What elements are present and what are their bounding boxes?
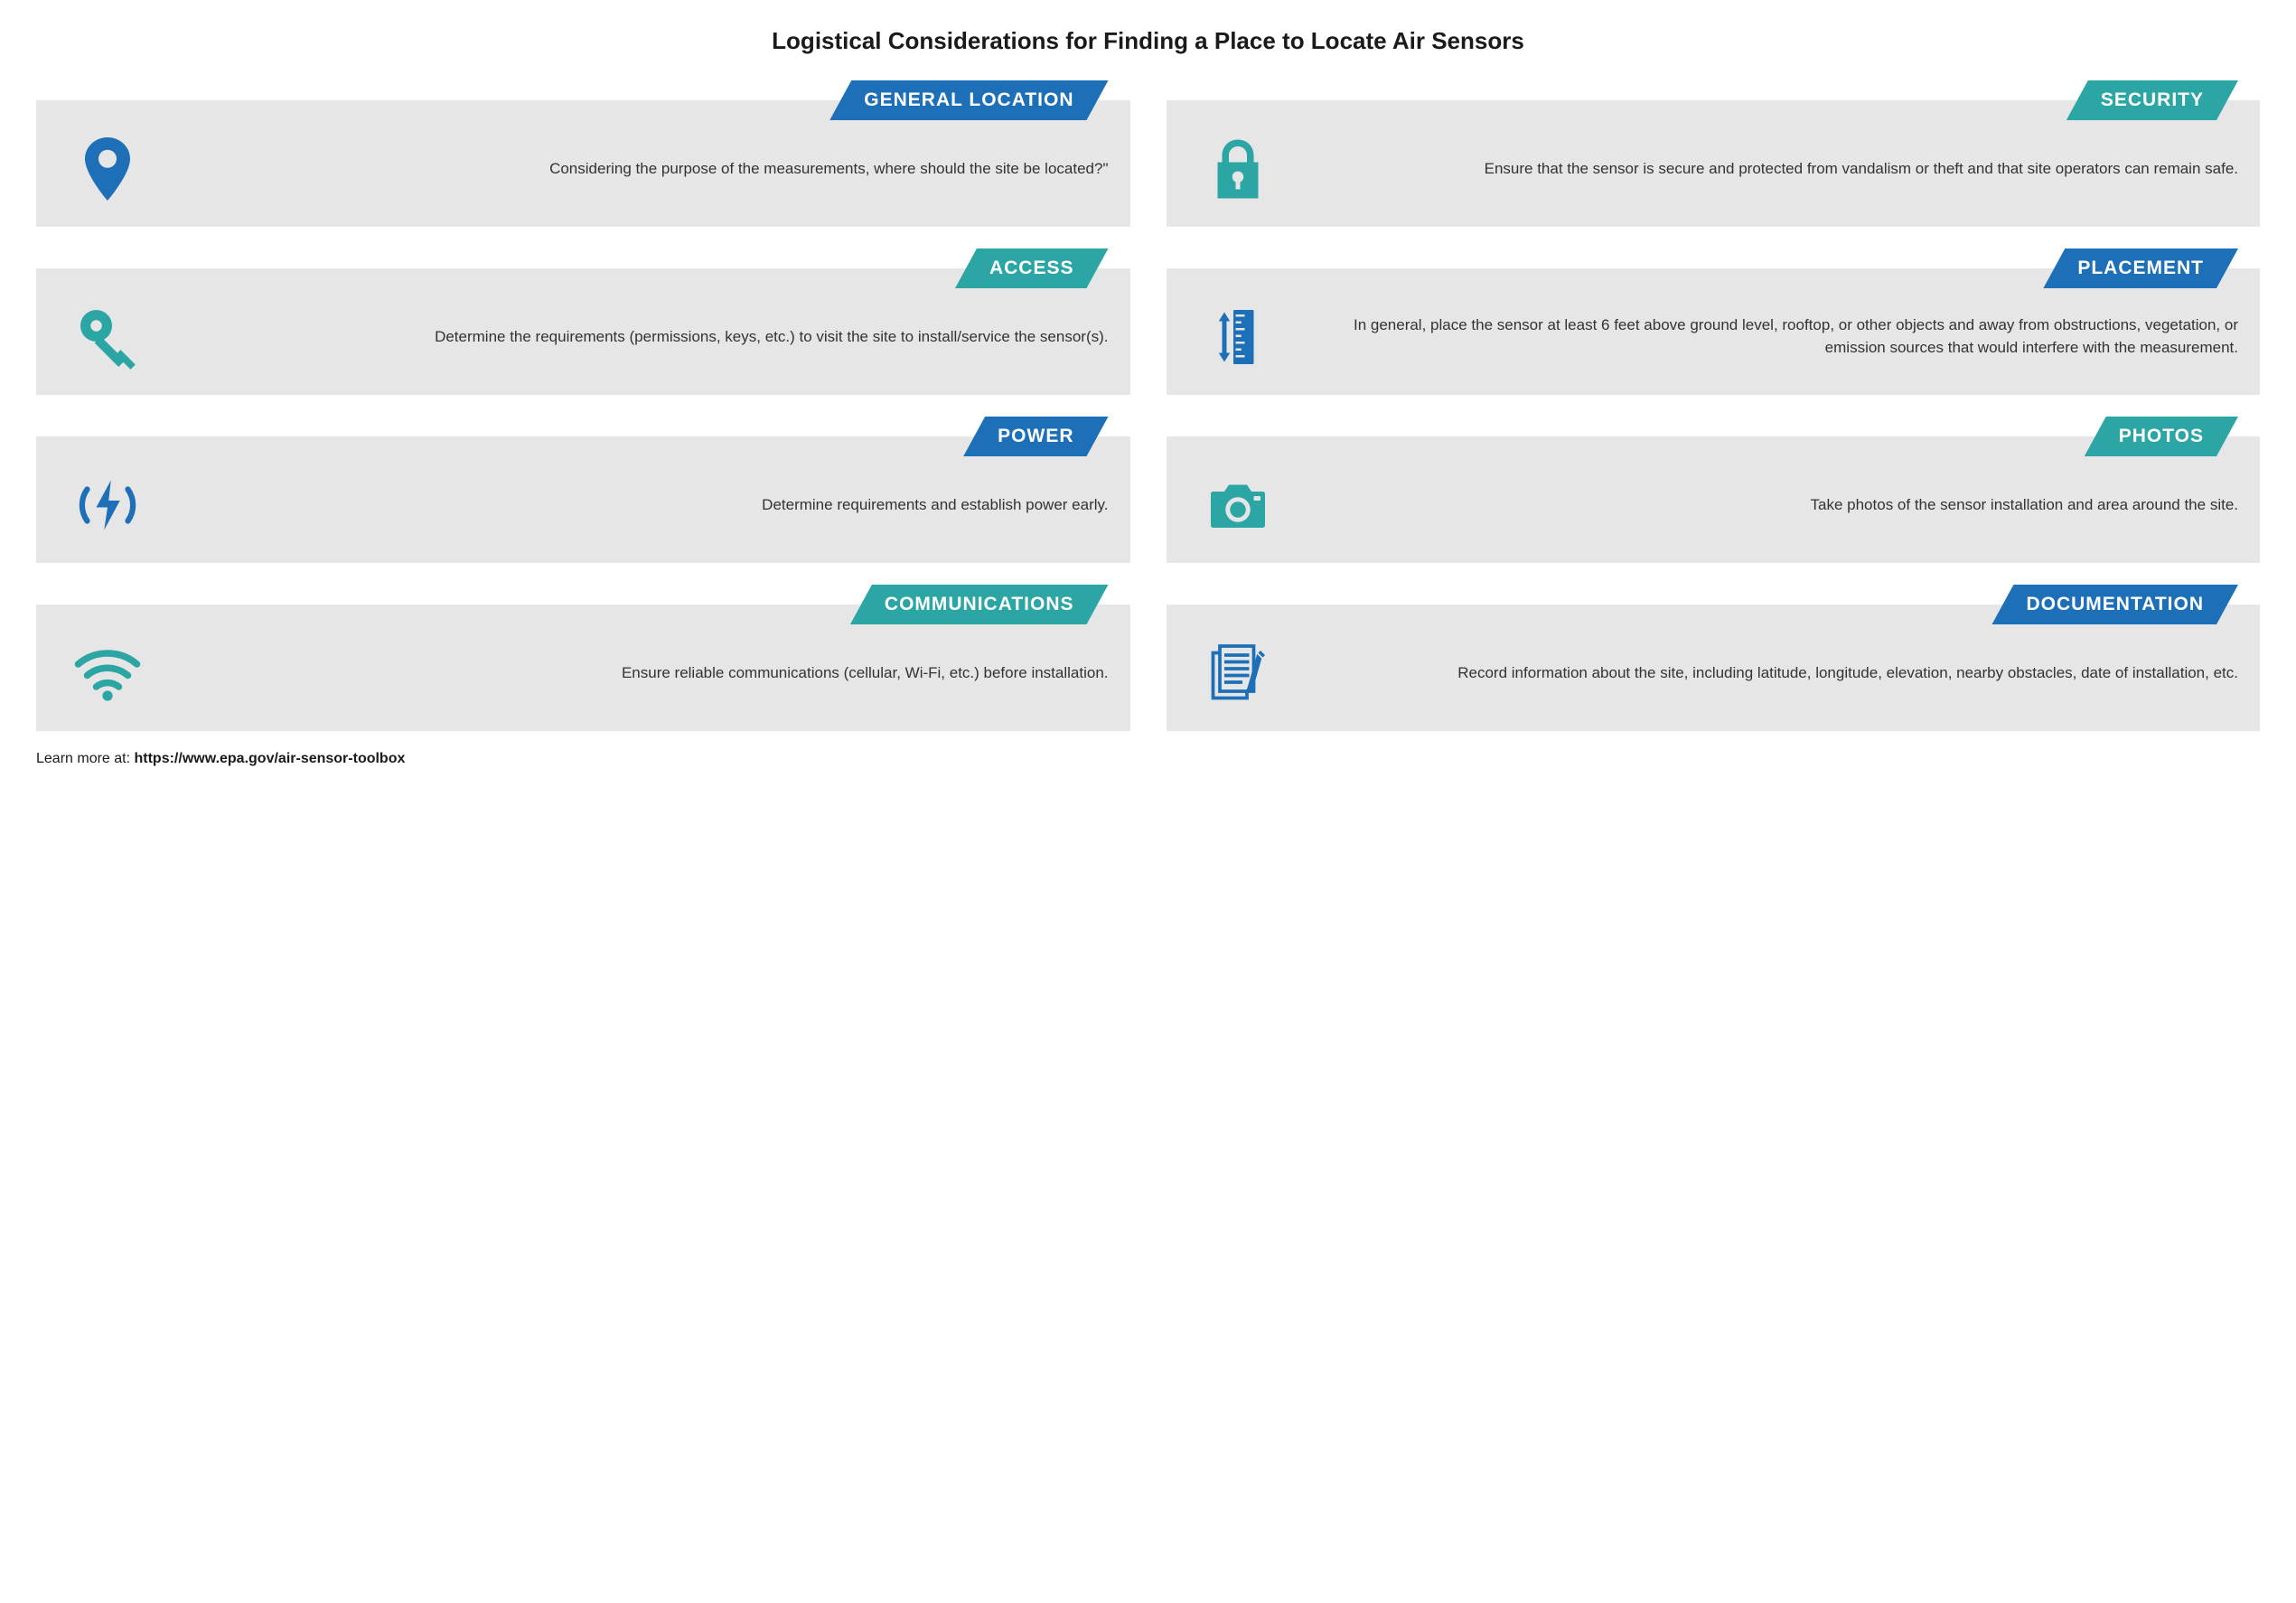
card-security: SECURITY Ensure that the sensor is secur… [1167, 80, 2261, 227]
card-communications: COMMUNICATIONS Ensure reliable communica… [36, 585, 1130, 731]
card-banner: COMMUNICATIONS [850, 585, 1109, 624]
footer: Learn more at: https://www.epa.gov/air-s… [36, 751, 2260, 767]
card-banner: ACCESS [955, 248, 1109, 288]
card-general-location: GENERAL LOCATION Considering the purpose… [36, 80, 1130, 227]
card-documentation: DOCUMENTATION Record information about t… [1167, 585, 2261, 731]
power-bolt-icon [58, 469, 157, 541]
card-banner: GENERAL LOCATION [829, 80, 1108, 120]
card-banner: PHOTOS [2085, 417, 2238, 456]
card-access: ACCESS Determine the requirements (permi… [36, 248, 1130, 395]
card-grid: GENERAL LOCATION Considering the purpose… [36, 80, 2260, 731]
card-text: Determine the requirements (permissions,… [157, 326, 1109, 349]
footer-url: https://www.epa.gov/air-sensor-toolbox [135, 751, 406, 766]
card-text: Determine requirements and establish pow… [157, 494, 1109, 517]
card-banner: PLACEMENT [2043, 248, 2238, 288]
card-banner: SECURITY [2066, 80, 2238, 120]
location-pin-icon [58, 133, 157, 205]
card-banner: POWER [963, 417, 1108, 456]
card-text: In general, place the sensor at least 6 … [1288, 314, 2239, 359]
card-text: Considering the purpose of the measureme… [157, 158, 1109, 181]
card-power: POWER Determine requirements and establi… [36, 417, 1130, 563]
page-title: Logistical Considerations for Finding a … [36, 27, 2260, 55]
card-photos: PHOTOS Take photos of the sensor install… [1167, 417, 2261, 563]
ruler-icon [1188, 301, 1288, 373]
card-text: Record information about the site, inclu… [1288, 662, 2239, 685]
wifi-icon [58, 637, 157, 709]
card-text: Take photos of the sensor installation a… [1288, 494, 2239, 517]
key-icon [58, 301, 157, 373]
footer-prefix: Learn more at: [36, 751, 135, 766]
card-placement: PLACEMENT In general, place the sensor a… [1167, 248, 2261, 395]
camera-icon [1188, 469, 1288, 541]
card-banner: DOCUMENTATION [1991, 585, 2238, 624]
card-text: Ensure that the sensor is secure and pro… [1288, 158, 2239, 181]
lock-icon [1188, 133, 1288, 205]
document-icon [1188, 637, 1288, 709]
card-text: Ensure reliable communications (cellular… [157, 662, 1109, 685]
